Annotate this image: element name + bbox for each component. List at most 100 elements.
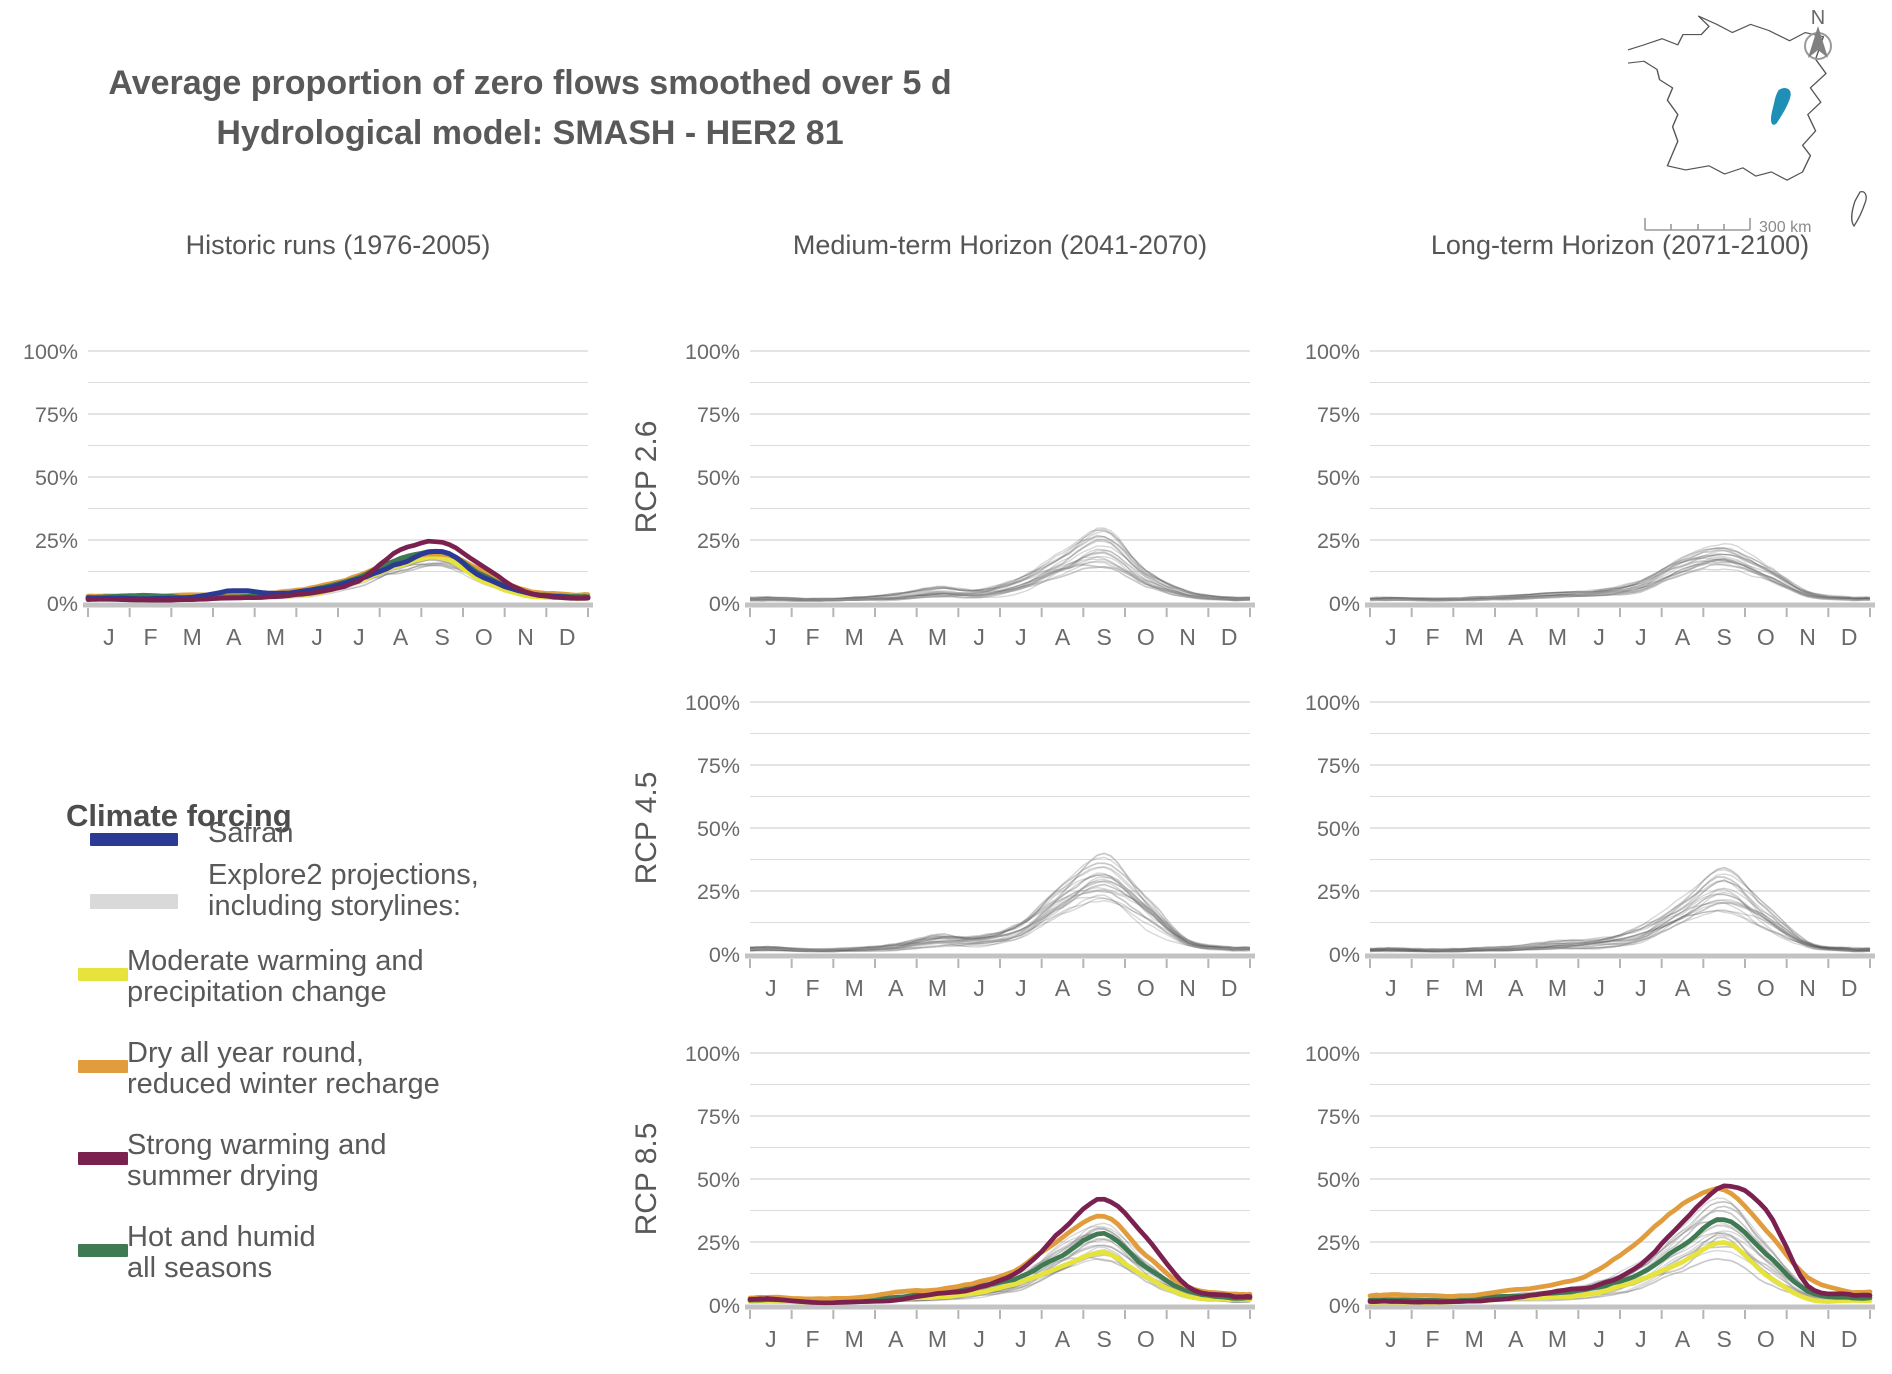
x-tick-label: N [1799,624,1816,650]
panel-long-rcp26: J F M A M J J A S O N D 100% 75% 50% 25% 0% [1274,335,1884,667]
x-tick-label: D [1221,624,1238,650]
x-tick-label: D [1841,975,1858,1001]
scale-bar [1644,218,1751,231]
y-tick-label: 0% [709,592,740,616]
ensemble-line [1370,899,1871,952]
y-tick-label: 50% [697,1168,740,1192]
y-tick-label: 100% [685,1042,740,1066]
x-tick-label: M [928,624,947,650]
panel-long-rcp85: J F M A M J J A S O N D 100% 75% 50% 25% 0% [1274,1037,1884,1369]
x-tick-label: J [1635,624,1647,650]
figure-title-line1: Average proportion of zero flows smoothe… [108,64,952,102]
y-tick-label: 25% [1317,529,1360,553]
x-tick-label: S [1716,1326,1731,1352]
x-tick-label: F [805,624,819,650]
study-region-shape [1771,88,1791,125]
legend-label-moderate-warming: Moderate warming and precipitation chang… [127,945,424,1008]
x-tick-label: F [1425,624,1439,650]
ensemble-line [1370,909,1871,953]
y-tick-label: 25% [1317,1231,1360,1255]
x-tick-label: J [353,624,365,650]
x-tick-label: S [1096,1326,1111,1352]
legend-swatch-moderate-warming [78,968,128,981]
x-tick-label: J [1385,624,1397,650]
ensemble-line [750,551,1251,601]
x-tick-label: M [1548,624,1567,650]
x-tick-label: A [1508,1326,1524,1352]
x-tick-label: M [845,624,864,650]
x-tick-label: S [1716,975,1731,1001]
panel-medium-rcp26: J F M A M J J A S O N D 100% 75% 50% 25% 0% [654,335,1264,667]
series-line-orange [1367,1185,1873,1299]
y-tick-label: 75% [1317,754,1360,778]
y-tick-label: 50% [35,466,78,490]
x-tick-label: N [1799,975,1816,1001]
x-tick-label: A [226,624,242,650]
x-tick-label: D [1221,975,1238,1001]
legend-swatch-hot-humid [78,1244,128,1257]
x-tick-label: A [888,975,904,1001]
legend-label-explore2: Explore2 projections, including storylin… [208,859,479,922]
x-tick-label: S [1096,624,1111,650]
figure-title-line2: Hydrological model: SMASH - HER2 81 [216,114,844,152]
y-tick-label: 100% [1305,691,1360,715]
y-tick-label: 75% [697,754,740,778]
x-tick-label: N [1179,975,1196,1001]
ensemble-line [1369,558,1871,601]
france-inset-map: N 300 km [1617,6,1886,246]
x-tick-label: M [266,624,285,650]
y-tick-label: 100% [23,340,78,364]
y-tick-label: 25% [1317,880,1360,904]
x-tick-label: A [393,624,409,650]
ensemble-line [1370,901,1870,953]
y-tick-label: 50% [1317,817,1360,841]
x-tick-label: F [805,1326,819,1352]
legend-label-strong-warming: Strong warming and summer drying [127,1129,387,1192]
x-tick-label: J [765,1326,777,1352]
x-tick-label: M [928,975,947,1001]
ensemble-line [1369,869,1871,950]
y-tick-label: 75% [697,403,740,427]
panel-medium-rcp85: J F M A M J J A S O N D 100% 75% 50% 25% 0% [654,1037,1264,1369]
column-title-long-term: Long-term Horizon (2071-2100) [1430,230,1810,260]
x-tick-label: O [475,624,493,650]
y-tick-label: 0% [1329,592,1360,616]
x-tick-label: J [1015,975,1027,1001]
x-tick-label: A [888,624,904,650]
x-tick-label: J [973,1326,985,1352]
y-tick-label: 100% [1305,340,1360,364]
legend-swatch-explore2 [90,894,178,909]
x-tick-label: J [765,975,777,1001]
x-tick-label: N [1799,1326,1816,1352]
ensemble-line [1369,563,1871,602]
column-title-historic: Historic runs (1976-2005) [185,230,491,260]
y-tick-label: 25% [697,880,740,904]
y-tick-label: 25% [697,1231,740,1255]
legend-label-hot-humid: Hot and humid all seasons [127,1221,316,1284]
y-tick-label: 25% [697,529,740,553]
x-tick-label: J [1015,1326,1027,1352]
x-tick-label: A [1675,1326,1691,1352]
ensemble-line [749,527,1251,600]
x-tick-label: F [1425,975,1439,1001]
x-tick-label: J [1385,1326,1397,1352]
ensemble-line [749,880,1251,952]
y-tick-label: 50% [697,466,740,490]
x-tick-label: A [1508,975,1524,1001]
ensemble-line [1369,547,1871,599]
figure-title: Average proportion of zero flows smoothe… [40,58,1020,158]
y-tick-label: 25% [35,529,78,553]
x-tick-label: N [517,624,534,650]
x-tick-label: J [1015,624,1027,650]
y-tick-label: 75% [697,1105,740,1129]
x-tick-label: F [1425,1326,1439,1352]
y-tick-label: 0% [709,1294,740,1318]
series-line-maroon [85,538,591,603]
x-tick-label: J [1593,624,1605,650]
x-tick-label: A [1055,975,1071,1001]
x-tick-label: J [765,624,777,650]
x-tick-label: A [1675,624,1691,650]
